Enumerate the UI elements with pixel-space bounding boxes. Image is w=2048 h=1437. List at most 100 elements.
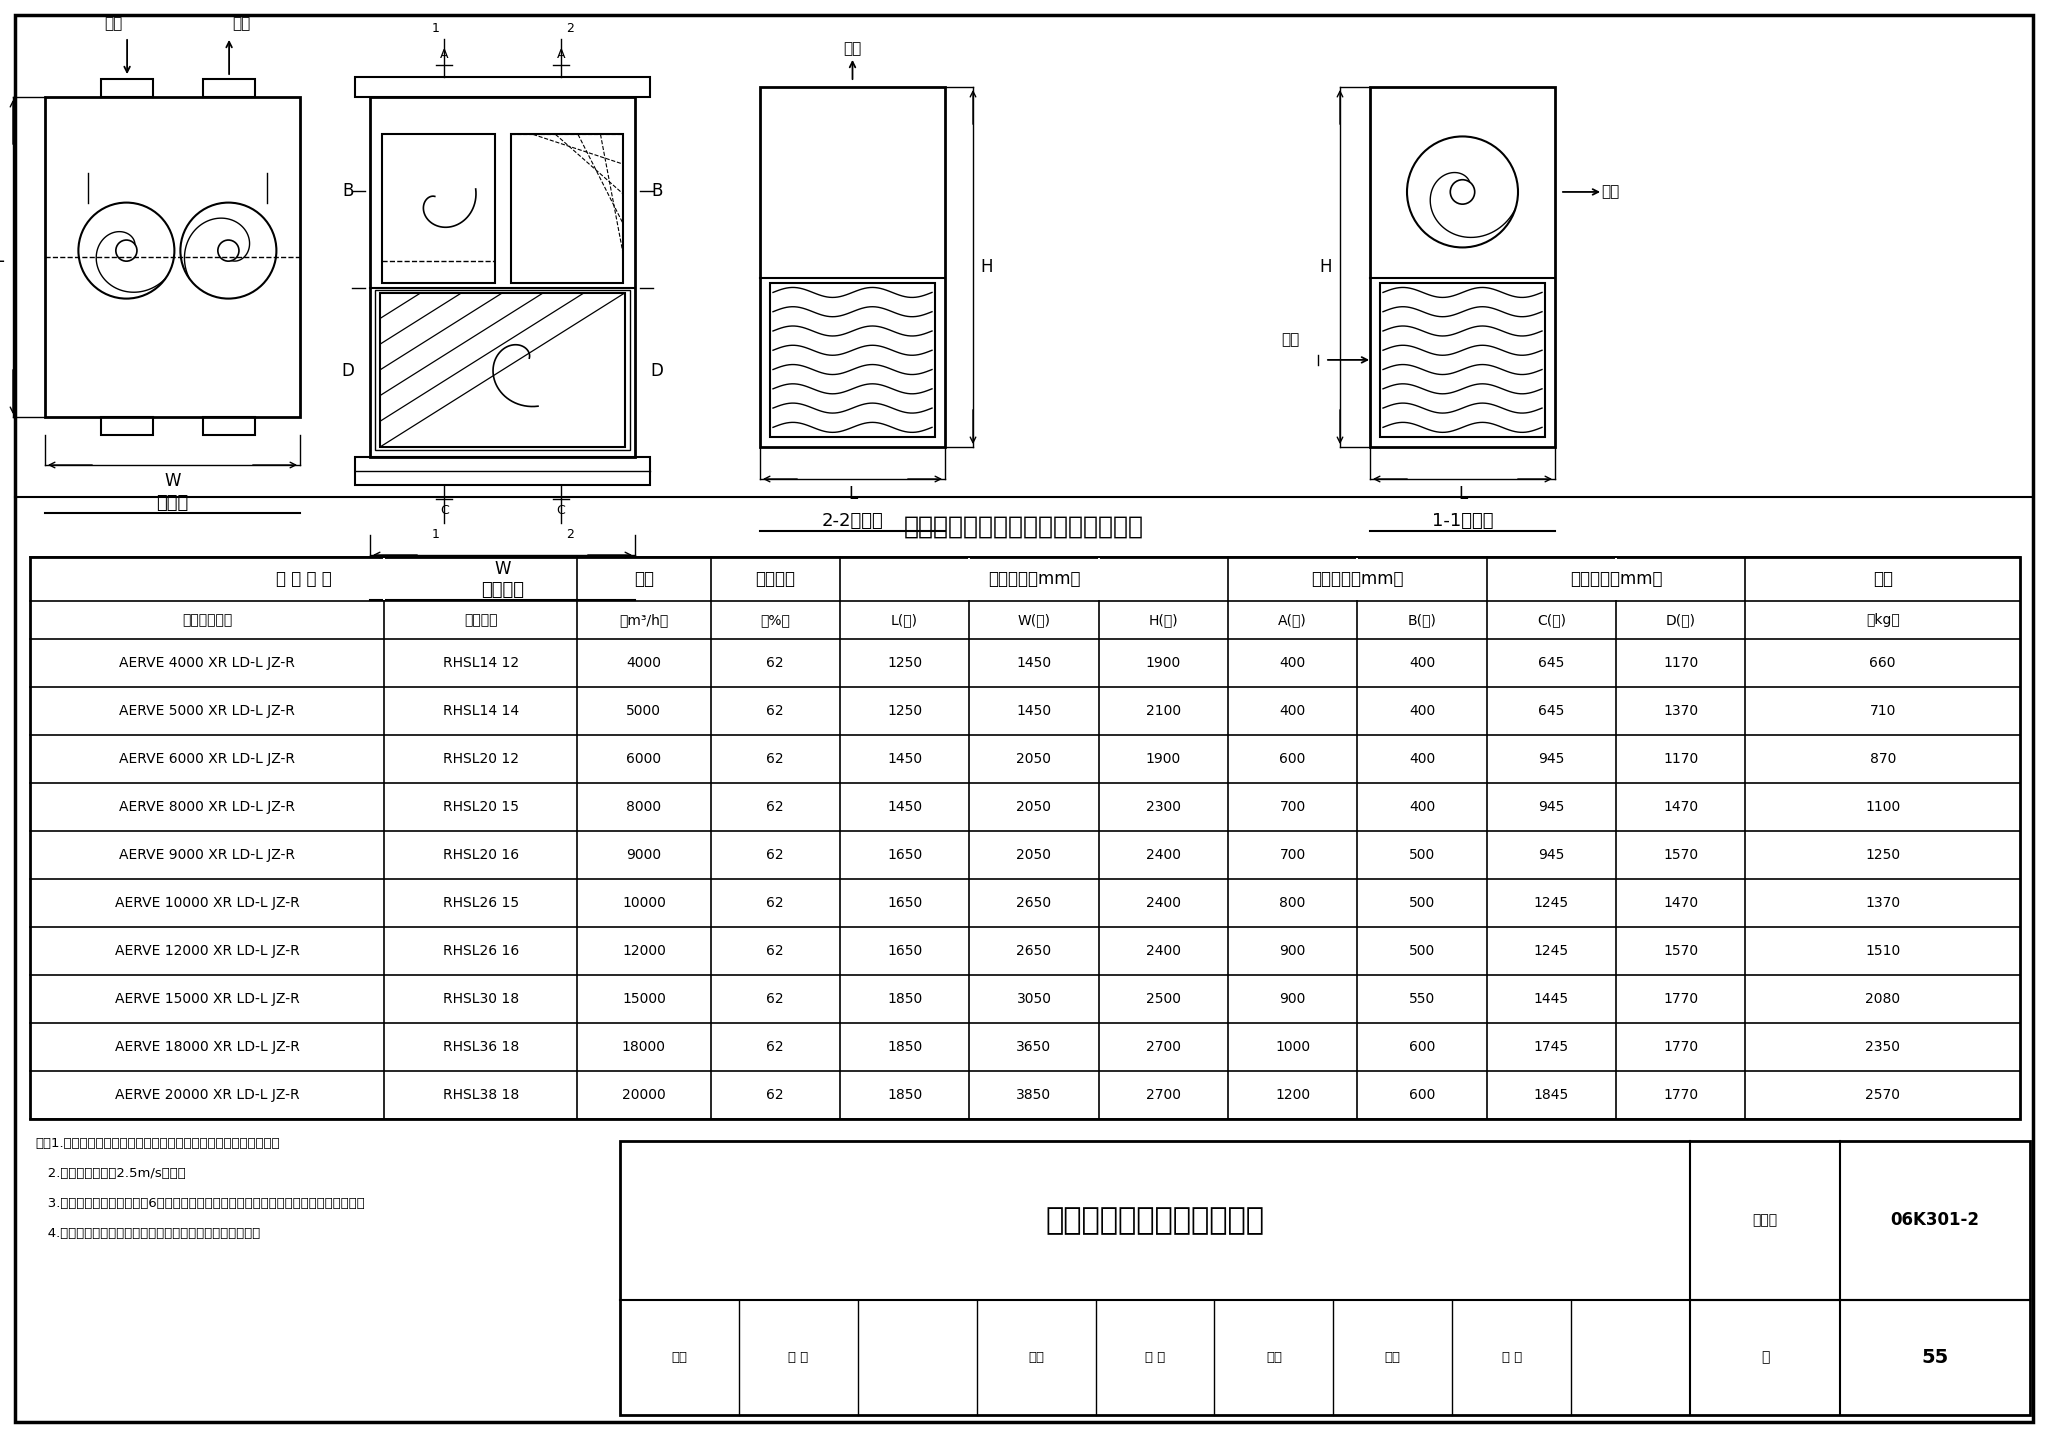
Text: RHSL38 18: RHSL38 18 bbox=[442, 1088, 518, 1102]
Text: 400: 400 bbox=[1280, 657, 1307, 670]
Text: B: B bbox=[651, 181, 664, 200]
Text: 排风: 排风 bbox=[231, 16, 250, 32]
Text: 设计: 设计 bbox=[1384, 1351, 1401, 1364]
Text: 1850: 1850 bbox=[887, 992, 922, 1006]
Bar bbox=[510, 135, 623, 283]
Text: 945: 945 bbox=[1538, 752, 1565, 766]
Text: 900: 900 bbox=[1280, 992, 1307, 1006]
Bar bbox=[383, 135, 494, 283]
Text: 2050: 2050 bbox=[1016, 752, 1051, 766]
Text: 4000: 4000 bbox=[627, 657, 662, 670]
Text: 2400: 2400 bbox=[1145, 897, 1182, 910]
Text: RHSL14 12: RHSL14 12 bbox=[442, 657, 518, 670]
Bar bbox=[45, 98, 299, 417]
Text: 审核: 审核 bbox=[672, 1351, 688, 1364]
Text: 季 伟: 季 伟 bbox=[788, 1351, 809, 1364]
Bar bbox=[100, 79, 154, 98]
Text: H: H bbox=[981, 259, 993, 276]
Text: 700: 700 bbox=[1280, 800, 1307, 813]
Text: （m³/h）: （m³/h） bbox=[618, 614, 668, 627]
Text: W(宽): W(宽) bbox=[1018, 614, 1051, 627]
Bar bbox=[203, 417, 256, 435]
Text: 重量: 重量 bbox=[1872, 570, 1892, 588]
Text: 2050: 2050 bbox=[1016, 848, 1051, 862]
Text: 1-1剖面图: 1-1剖面图 bbox=[1432, 512, 1493, 530]
Text: 500: 500 bbox=[1409, 848, 1436, 862]
Text: 1570: 1570 bbox=[1663, 848, 1698, 862]
Text: 62: 62 bbox=[766, 897, 784, 910]
Text: （%）: （%） bbox=[760, 614, 791, 627]
Text: 1650: 1650 bbox=[887, 944, 922, 958]
Text: 3050: 3050 bbox=[1016, 992, 1051, 1006]
Bar bbox=[371, 98, 635, 457]
Text: 3850: 3850 bbox=[1016, 1088, 1051, 1102]
Text: （kg）: （kg） bbox=[1866, 614, 1901, 627]
Text: 送风: 送风 bbox=[1602, 184, 1620, 200]
Text: A(宽): A(宽) bbox=[1278, 614, 1307, 627]
Text: 2570: 2570 bbox=[1866, 1088, 1901, 1102]
Text: 9000: 9000 bbox=[627, 848, 662, 862]
Text: 2650: 2650 bbox=[1016, 944, 1051, 958]
Text: 945: 945 bbox=[1538, 848, 1565, 862]
Text: 2700: 2700 bbox=[1145, 1088, 1182, 1102]
Text: 平面图: 平面图 bbox=[156, 494, 188, 512]
Bar bbox=[375, 290, 631, 450]
Text: 薛 洁: 薛 洁 bbox=[1501, 1351, 1522, 1364]
Text: D: D bbox=[651, 362, 664, 379]
Text: D: D bbox=[342, 362, 354, 379]
Text: 1450: 1450 bbox=[1016, 704, 1051, 718]
Bar bbox=[1370, 88, 1554, 447]
Text: W: W bbox=[494, 560, 510, 578]
Text: L(长): L(长) bbox=[891, 614, 918, 627]
Text: L: L bbox=[0, 249, 4, 266]
Text: 870: 870 bbox=[1870, 752, 1896, 766]
Text: 1200: 1200 bbox=[1276, 1088, 1311, 1102]
Text: RHSL20 12: RHSL20 12 bbox=[442, 752, 518, 766]
Text: 1900: 1900 bbox=[1145, 752, 1182, 766]
Text: 6000: 6000 bbox=[627, 752, 662, 766]
Text: 8000: 8000 bbox=[627, 800, 662, 813]
Text: 600: 600 bbox=[1409, 1088, 1436, 1102]
Bar bbox=[203, 79, 256, 98]
Text: 1000: 1000 bbox=[1276, 1040, 1311, 1053]
Text: 装 置 型 号: 装 置 型 号 bbox=[276, 570, 332, 588]
Text: 06K301-2: 06K301-2 bbox=[1890, 1211, 1980, 1230]
Text: 图集号: 图集号 bbox=[1753, 1213, 1778, 1227]
Text: 显热效率: 显热效率 bbox=[756, 570, 795, 588]
Text: 400: 400 bbox=[1409, 657, 1436, 670]
Text: 400: 400 bbox=[1409, 800, 1436, 813]
Text: H(高): H(高) bbox=[1149, 614, 1178, 627]
Text: 2.风量按迎面风速2.5m/s确定。: 2.风量按迎面风速2.5m/s确定。 bbox=[35, 1167, 186, 1180]
Text: 1770: 1770 bbox=[1663, 1088, 1698, 1102]
Text: 62: 62 bbox=[766, 944, 784, 958]
Text: 1245: 1245 bbox=[1534, 897, 1569, 910]
Text: AERVE 9000 XR LD-L JZ-R: AERVE 9000 XR LD-L JZ-R bbox=[119, 848, 295, 862]
Text: 校对: 校对 bbox=[1028, 1351, 1044, 1364]
Text: 出口尺寸（mm）: 出口尺寸（mm） bbox=[1569, 570, 1663, 588]
Text: 1170: 1170 bbox=[1663, 752, 1698, 766]
Text: 20000: 20000 bbox=[623, 1088, 666, 1102]
Text: 1650: 1650 bbox=[887, 848, 922, 862]
Text: AERVE 18000 XR LD-L JZ-R: AERVE 18000 XR LD-L JZ-R bbox=[115, 1040, 299, 1053]
Text: 新风: 新风 bbox=[1280, 332, 1298, 348]
Text: 2080: 2080 bbox=[1866, 992, 1901, 1006]
Text: A: A bbox=[557, 49, 565, 62]
Text: AERVE 6000 XR LD-L JZ-R: AERVE 6000 XR LD-L JZ-R bbox=[119, 752, 295, 766]
Text: 1450: 1450 bbox=[1016, 657, 1051, 670]
Text: 页: 页 bbox=[1761, 1351, 1769, 1365]
Text: 645: 645 bbox=[1538, 657, 1565, 670]
Text: 2-2剖面图: 2-2剖面图 bbox=[821, 512, 883, 530]
Text: AERVE 10000 XR LD-L JZ-R: AERVE 10000 XR LD-L JZ-R bbox=[115, 897, 299, 910]
Text: 500: 500 bbox=[1409, 944, 1436, 958]
Text: 1570: 1570 bbox=[1663, 944, 1698, 958]
Text: 1510: 1510 bbox=[1866, 944, 1901, 958]
Text: 1370: 1370 bbox=[1663, 704, 1698, 718]
Text: 1170: 1170 bbox=[1663, 657, 1698, 670]
Text: 注：1.本表根据北京德天节能设备有限公司提供的产品说明书编制。: 注：1.本表根据北京德天节能设备有限公司提供的产品说明书编制。 bbox=[35, 1137, 281, 1150]
Bar bbox=[621, 1141, 2030, 1415]
Text: 进口尺寸（mm）: 进口尺寸（mm） bbox=[1311, 570, 1403, 588]
Text: 62: 62 bbox=[766, 752, 784, 766]
Text: B: B bbox=[342, 181, 354, 200]
Text: 710: 710 bbox=[1870, 704, 1896, 718]
Text: 900: 900 bbox=[1280, 944, 1307, 958]
